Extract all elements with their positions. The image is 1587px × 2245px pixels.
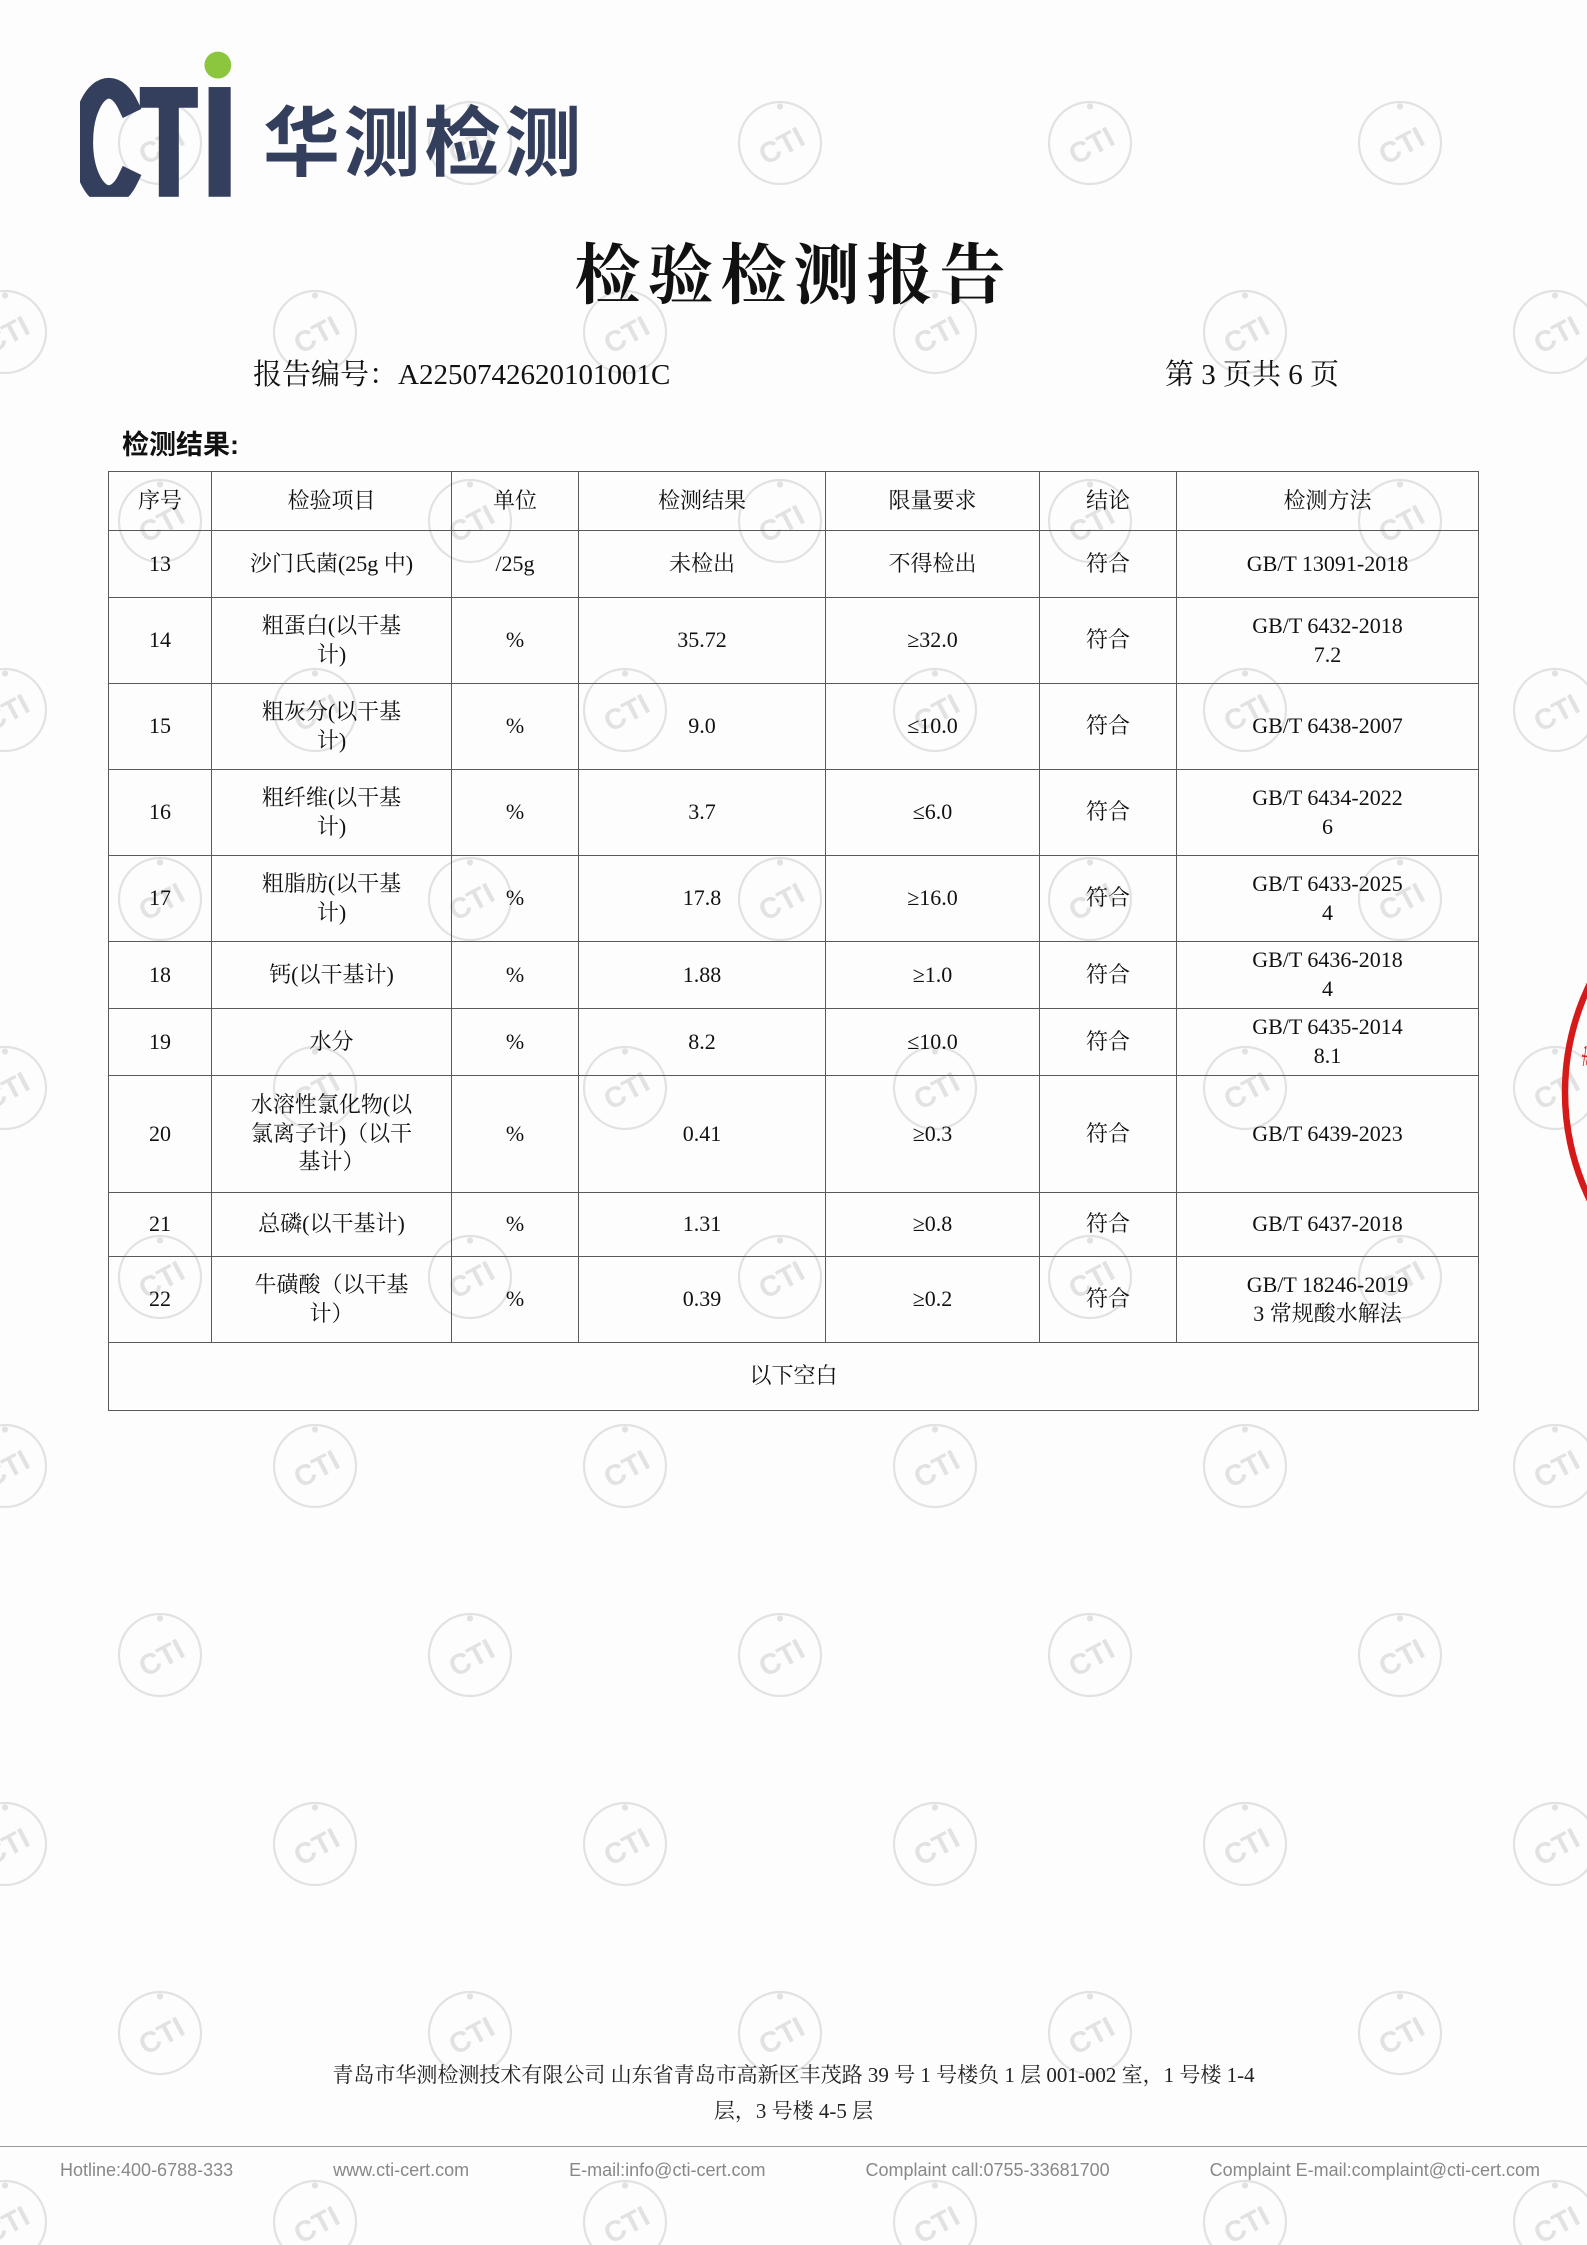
svg-text:青岛华测检测技术服务有限公司: 青岛华测检测技术服务有限公司 (1579, 857, 1587, 1073)
svg-text:华测检测: 华测检测 (263, 101, 585, 187)
